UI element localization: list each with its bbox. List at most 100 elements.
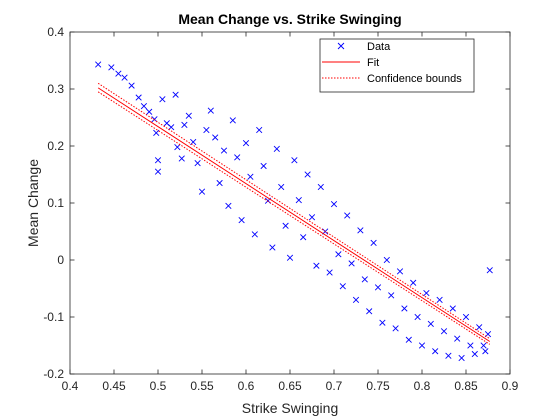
data-point xyxy=(273,145,280,152)
data-point xyxy=(203,126,210,134)
data-point xyxy=(432,348,439,355)
data-point xyxy=(234,154,241,161)
data-point xyxy=(396,268,404,275)
data-point xyxy=(414,313,421,321)
data-point xyxy=(108,64,115,71)
x-tick-label: 0.65 xyxy=(278,379,302,393)
data-point xyxy=(247,173,254,180)
data-point xyxy=(379,319,386,326)
data-point xyxy=(256,126,263,134)
data-point xyxy=(207,107,214,114)
data-point xyxy=(357,227,364,234)
lower-confidence-bound xyxy=(97,91,491,345)
y-tick-label: -0.1 xyxy=(43,310,64,324)
data-point xyxy=(313,262,320,269)
data-point xyxy=(405,336,412,343)
data-point xyxy=(423,289,430,297)
legend-item-confidence-bounds: Confidence bounds xyxy=(322,73,462,85)
data-point xyxy=(449,305,456,312)
data-point xyxy=(178,155,185,162)
legend-box xyxy=(319,38,475,93)
data-point xyxy=(317,183,324,191)
x-tick-label: 0.7 xyxy=(326,379,343,393)
data-point xyxy=(282,222,289,229)
data-point xyxy=(146,108,153,115)
data-point xyxy=(212,134,219,141)
data-point xyxy=(462,313,470,321)
data-point xyxy=(344,212,351,219)
x-tick-label: 0.9 xyxy=(502,379,519,393)
y-tick-label: 0.2 xyxy=(47,139,64,153)
data-point xyxy=(291,157,298,164)
data-point xyxy=(445,352,452,359)
data-point xyxy=(295,197,302,204)
data-point xyxy=(198,188,206,195)
data-point xyxy=(401,305,408,312)
data-point xyxy=(128,82,135,89)
data-point xyxy=(135,94,142,101)
data-point xyxy=(242,140,250,147)
data-point xyxy=(418,342,426,349)
data-point xyxy=(352,296,360,304)
data-point xyxy=(440,328,448,335)
data-point xyxy=(229,117,236,124)
data-point xyxy=(238,216,245,224)
y-tick-label: -0.2 xyxy=(43,367,64,381)
x-tick-label: 0.5 xyxy=(150,379,167,393)
legend-marker-data xyxy=(337,42,345,50)
data-point xyxy=(471,350,478,358)
y-axis-ticks: -0.2 -0.1 0 0.1 0.2 0.3 0.4 xyxy=(43,25,510,381)
data-point xyxy=(326,269,333,276)
data-point xyxy=(154,157,162,164)
data-point xyxy=(286,254,294,261)
data-point xyxy=(482,348,489,355)
data-point xyxy=(300,234,307,241)
legend-item-data: Data xyxy=(337,41,391,53)
data-point xyxy=(436,296,443,304)
x-axis-ticks: 0.4 0.45 0.5 0.55 0.6 0.65 0.7 0.75 0.8 0.85 0.9 xyxy=(62,32,519,393)
data-point xyxy=(454,335,461,342)
x-tick-label: 0.45 xyxy=(102,379,126,393)
data-point xyxy=(121,74,128,81)
data-point xyxy=(225,202,232,209)
data-point xyxy=(304,171,311,178)
data-point xyxy=(330,201,338,208)
data-point xyxy=(159,96,166,103)
data-point xyxy=(308,214,316,221)
fit-line-segment xyxy=(97,87,491,342)
x-tick-label: 0.4 xyxy=(62,379,79,393)
legend-item-fit: Fit xyxy=(322,57,379,69)
data-point xyxy=(140,102,148,110)
chart-title: Mean Change vs. Strike Swinging xyxy=(178,11,401,27)
data-point xyxy=(339,283,346,290)
data-point xyxy=(480,342,487,349)
data-point xyxy=(366,308,373,315)
data-point xyxy=(115,70,122,77)
data-point xyxy=(410,279,417,286)
y-tick-label: 0.3 xyxy=(47,82,64,96)
x-tick-label: 0.6 xyxy=(238,379,255,393)
confidence-bounds xyxy=(97,82,491,345)
data-point xyxy=(467,342,474,349)
legend-label-data: Data xyxy=(367,41,391,53)
data-point xyxy=(374,284,382,291)
data-point xyxy=(348,260,355,267)
data-point xyxy=(216,179,223,187)
x-tick-label: 0.85 xyxy=(454,379,478,393)
data-point xyxy=(260,162,267,170)
y-axis-label: Mean Change xyxy=(25,159,41,247)
data-point xyxy=(486,267,493,274)
y-tick-label: 0.4 xyxy=(47,25,64,39)
data-point xyxy=(185,112,192,119)
legend-label-confidence-bounds: Confidence bounds xyxy=(367,73,462,85)
y-tick-label: 0 xyxy=(57,253,64,267)
legend: Data Fit Confidence bounds xyxy=(319,38,475,93)
x-axis-label: Strike Swinging xyxy=(242,400,339,416)
data-point xyxy=(458,354,465,362)
data-point xyxy=(251,231,258,238)
data-point xyxy=(153,129,160,137)
data-point xyxy=(476,324,483,331)
legend-label-fit: Fit xyxy=(367,57,379,69)
data-point xyxy=(388,292,395,299)
